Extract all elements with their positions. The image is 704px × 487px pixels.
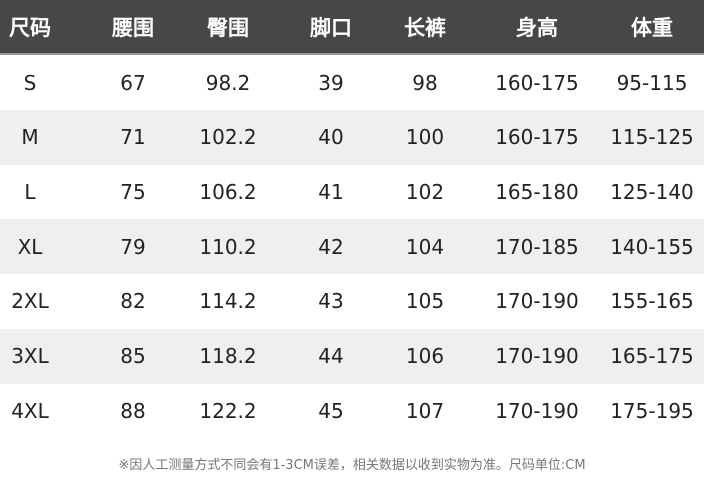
table-cell: 41 xyxy=(318,179,344,204)
footnote: ※因人工测量方式不同会有1-3CM误差，相关数据以收到实物为准。尺码单位:CM xyxy=(118,458,586,473)
table-cell: 125-140 xyxy=(610,179,694,204)
table-cell: 170-185 xyxy=(495,234,579,259)
column-header: 体重 xyxy=(631,15,673,40)
table-cell: 102.2 xyxy=(199,125,257,150)
table-row: S 67 98.2 39 98 160-175 95-115 xyxy=(0,55,704,110)
table-cell: 170-190 xyxy=(495,289,579,314)
table-cell: L xyxy=(24,179,36,204)
table-cell: 104 xyxy=(405,234,445,259)
table-cell: 165-175 xyxy=(610,344,694,368)
table-cell: 40 xyxy=(318,125,344,150)
column-header: 尺码 xyxy=(9,15,51,40)
header-row: 尺码 腰围 臀围 脚口 长裤 身高 体重 xyxy=(0,0,704,55)
table-row: M 71 102.2 40 100 160-175 115-125 xyxy=(0,109,704,165)
table-cell: 39 xyxy=(318,70,344,95)
column-header: 身高 xyxy=(516,15,558,40)
table-cell: 2XL xyxy=(11,289,49,314)
table-cell: 114.2 xyxy=(199,289,257,314)
table-cell: 155-165 xyxy=(610,289,694,314)
table-cell: 122.2 xyxy=(199,398,257,423)
table-cell: S xyxy=(23,70,37,95)
table-row: XL 79 110.2 42 104 170-185 140-155 xyxy=(0,219,704,275)
table-cell: 102 xyxy=(405,179,445,204)
table-cell: 3XL xyxy=(11,344,49,368)
table-row: 3XL 85 118.2 44 106 170-190 165-175 xyxy=(0,328,704,384)
table-cell: 100 xyxy=(405,125,445,150)
table-cell: 106 xyxy=(405,344,445,368)
table-row: L 75 106.2 41 102 165-180 125-140 xyxy=(0,164,704,219)
table-cell: 118.2 xyxy=(199,344,257,368)
table-cell: 43 xyxy=(318,289,344,314)
column-header: 脚口 xyxy=(310,15,352,40)
table-cell: 115-125 xyxy=(610,125,694,150)
table-cell: 110.2 xyxy=(199,234,257,259)
table-cell: 82 xyxy=(120,289,146,314)
table-cell: 140-155 xyxy=(610,234,694,259)
table-cell: 105 xyxy=(405,289,445,314)
table-cell: 98 xyxy=(412,70,438,95)
table-cell: M xyxy=(21,125,39,150)
table-cell: 95-115 xyxy=(616,70,688,95)
table-cell: 160-175 xyxy=(495,70,579,95)
table-cell: XL xyxy=(17,234,43,259)
table-cell: 44 xyxy=(318,344,344,368)
table-row: 4XL 88 122.2 45 107 170-190 175-195 xyxy=(0,383,704,438)
table-cell: 107 xyxy=(405,398,445,423)
table-cell: 79 xyxy=(120,234,146,259)
table-cell: 45 xyxy=(318,398,344,423)
table-cell: 42 xyxy=(318,234,344,259)
table-cell: 160-175 xyxy=(495,125,579,150)
table-cell: 4XL xyxy=(11,398,49,423)
column-header: 臀围 xyxy=(207,15,249,40)
table-cell: 85 xyxy=(120,344,146,368)
table-cell: 170-190 xyxy=(495,398,579,423)
table-cell: 106.2 xyxy=(199,179,257,204)
table-cell: 67 xyxy=(120,70,146,95)
table-cell: 98.2 xyxy=(205,70,251,95)
table-cell: 71 xyxy=(120,125,146,150)
table-cell: 88 xyxy=(120,398,146,423)
column-header: 腰围 xyxy=(112,15,154,40)
table-cell: 75 xyxy=(120,179,146,204)
table-cell: 170-190 xyxy=(495,344,579,368)
column-header: 长裤 xyxy=(404,15,446,40)
table-row: 2XL 82 114.2 43 105 170-190 155-165 xyxy=(0,274,704,329)
table-cell: 175-195 xyxy=(610,398,694,423)
table-cell: 165-180 xyxy=(495,179,579,204)
